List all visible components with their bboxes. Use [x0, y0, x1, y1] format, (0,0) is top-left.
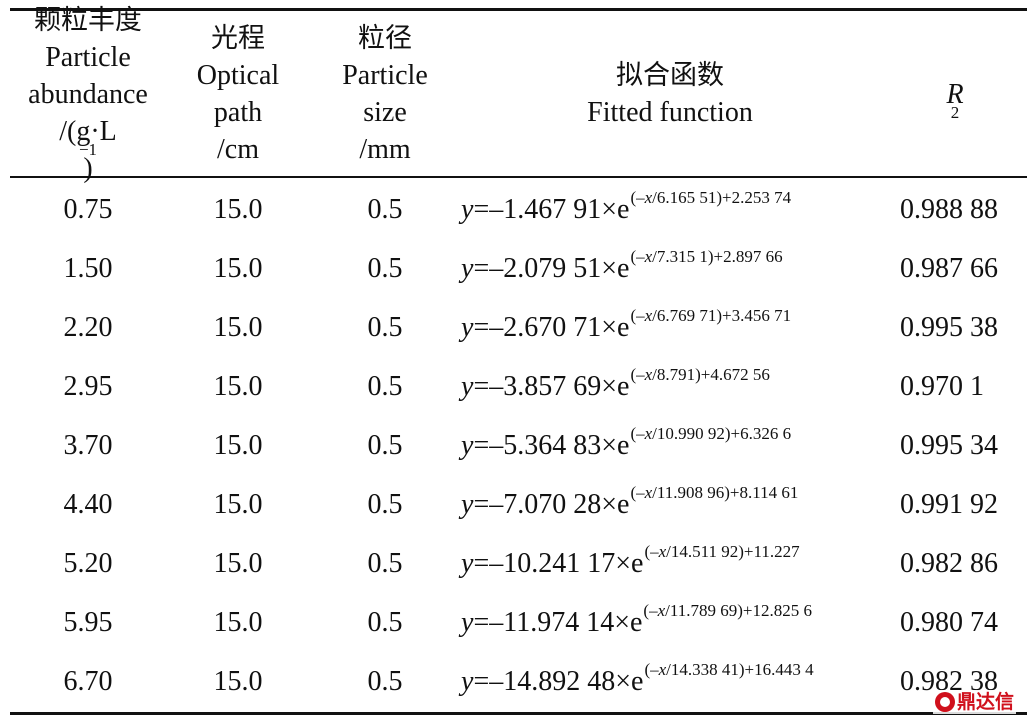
function-exponent: (–x/11.908 96)+8.114 61	[630, 483, 799, 502]
table-header-rule	[10, 176, 1027, 178]
cell-optical-path: 15.0	[213, 371, 263, 402]
function-y: y	[461, 253, 474, 284]
function-coefficient: =–7.070 28×e	[473, 489, 630, 520]
cell-optical-path: 15.0	[213, 194, 263, 225]
cell-r-squared: 0.980 74	[900, 607, 998, 638]
function-exponent: (–x/6.165 51)+2.253 74	[630, 188, 792, 207]
cell-particle-size: 0.5	[367, 489, 403, 520]
table-row: 0.75 15.0 0.5 y=–1.467 91×e(–x/6.165 51)+2.…	[0, 180, 1035, 239]
function-y: y	[461, 371, 474, 402]
function-exponent: (–x/11.789 69)+12.825 6	[643, 601, 812, 620]
cell-optical-path: 15.0	[213, 253, 263, 284]
cell-fitted-function: y=–3.857 69×e(–x/8.791)+4.672 56	[461, 357, 891, 416]
table-row: 4.40 15.0 0.5 y=–7.070 28×e(–x/11.908 96)+8…	[0, 475, 1035, 534]
table-row: 3.70 15.0 0.5 y=–5.364 83×e(–x/10.990 92)+6…	[0, 416, 1035, 475]
abundance-unit: /(g·L −1)	[59, 115, 117, 184]
header-particle-abundance: 颗粒丰度 Particle abundance /(g·L −1)	[8, 5, 168, 184]
table-bottom-rule	[10, 712, 1027, 715]
cell-optical-path: 15.0	[213, 607, 263, 638]
table-row: 5.95 15.0 0.5 y=–11.974 14×e(–x/11.789 69)+…	[0, 593, 1035, 652]
table-top-rule	[10, 8, 1027, 11]
cell-optical-path: 15.0	[213, 312, 263, 343]
function-exponent: (–x/14.511 92)+11.227	[644, 542, 800, 561]
cell-r-squared: 0.988 88	[900, 194, 998, 225]
cell-particle-size: 0.5	[367, 253, 403, 284]
table-row: 6.70 15.0 0.5 y=–14.892 48×e(–x/14.338 41)+…	[0, 652, 1035, 711]
function-y: y	[461, 430, 474, 461]
logo-icon	[935, 692, 955, 712]
function-y: y	[461, 607, 474, 638]
cell-abundance: 6.70	[63, 666, 113, 697]
cell-optical-path: 15.0	[213, 489, 263, 520]
cell-abundance: 0.75	[63, 194, 113, 225]
cell-particle-size: 0.5	[367, 194, 403, 225]
cell-r-squared: 0.970 1	[900, 371, 984, 402]
cell-r-squared: 0.987 66	[900, 253, 998, 284]
cell-fitted-function: y=–1.467 91×e(–x/6.165 51)+2.253 74	[461, 180, 891, 239]
function-exponent: (–x/10.990 92)+6.326 6	[630, 424, 792, 443]
cell-abundance: 5.95	[63, 607, 113, 638]
header-fitted-function: 拟合函数 Fitted function	[587, 60, 753, 128]
function-coefficient: =–14.892 48×e	[473, 666, 644, 697]
cell-fitted-function: y=–11.974 14×e(–x/11.789 69)+12.825 6	[461, 593, 891, 652]
function-coefficient: =–5.364 83×e	[473, 430, 630, 461]
cell-optical-path: 15.0	[213, 666, 263, 697]
cell-particle-size: 0.5	[367, 666, 403, 697]
cell-particle-size: 0.5	[367, 607, 403, 638]
cell-fitted-function: y=–2.079 51×e(–x/7.315 1)+2.897 66	[461, 239, 891, 298]
table-row: 2.95 15.0 0.5 y=–3.857 69×e(–x/8.791)+4.672…	[0, 357, 1035, 416]
function-exponent: (–x/7.315 1)+2.897 66	[630, 247, 783, 266]
cell-r-squared: 0.991 92	[900, 489, 998, 520]
function-y: y	[461, 548, 474, 579]
cell-abundance: 5.20	[63, 548, 113, 579]
cell-particle-size: 0.5	[367, 371, 403, 402]
cell-abundance: 2.20	[63, 312, 113, 343]
cell-optical-path: 15.0	[213, 430, 263, 461]
function-coefficient: =–10.241 17×e	[473, 548, 644, 579]
cell-abundance: 2.95	[63, 371, 113, 402]
cell-abundance: 1.50	[63, 253, 113, 284]
header-optical-path: 光程 Optical path /cm	[196, 23, 280, 165]
header-particle-size: 粒径 Particle size /mm	[342, 23, 428, 165]
cell-r-squared: 0.995 34	[900, 430, 998, 461]
table-row: 1.50 15.0 0.5 y=–2.079 51×e(–x/7.315 1)+2.8…	[0, 239, 1035, 298]
function-coefficient: =–11.974 14×e	[473, 607, 643, 638]
cell-optical-path: 15.0	[213, 548, 263, 579]
cell-r-squared: 0.995 38	[900, 312, 998, 343]
function-y: y	[461, 666, 474, 697]
watermark-logo: 鼎达信	[933, 690, 1017, 714]
cell-fitted-function: y=–14.892 48×e(–x/14.338 41)+16.443 4	[461, 652, 891, 711]
function-coefficient: =–2.079 51×e	[473, 253, 630, 284]
cell-fitted-function: y=–5.364 83×e(–x/10.990 92)+6.326 6	[461, 416, 891, 475]
function-exponent: (–x/6.769 71)+3.456 71	[630, 306, 792, 325]
function-coefficient: =–1.467 91×e	[473, 194, 630, 225]
table-row: 2.20 15.0 0.5 y=–2.670 71×e(–x/6.769 71)+3.…	[0, 298, 1035, 357]
function-coefficient: =–3.857 69×e	[473, 371, 630, 402]
cell-r-squared: 0.982 86	[900, 548, 998, 579]
table-row: 5.20 15.0 0.5 y=–10.241 17×e(–x/14.511 92)+…	[0, 534, 1035, 593]
cell-abundance: 4.40	[63, 489, 113, 520]
function-exponent: (–x/8.791)+4.672 56	[630, 365, 770, 384]
function-coefficient: =–2.670 71×e	[473, 312, 630, 343]
function-exponent: (–x/14.338 41)+16.443 4	[644, 660, 814, 679]
cell-abundance: 3.70	[63, 430, 113, 461]
logo-text: 鼎达信	[957, 691, 1015, 713]
function-y: y	[461, 312, 474, 343]
function-y: y	[461, 194, 474, 225]
cell-fitted-function: y=–10.241 17×e(–x/14.511 92)+11.227	[461, 534, 891, 593]
cell-particle-size: 0.5	[367, 548, 403, 579]
cell-fitted-function: y=–2.670 71×e(–x/6.769 71)+3.456 71	[461, 298, 891, 357]
cell-particle-size: 0.5	[367, 312, 403, 343]
cell-fitted-function: y=–7.070 28×e(–x/11.908 96)+8.114 61	[461, 475, 891, 534]
function-y: y	[461, 489, 474, 520]
cell-particle-size: 0.5	[367, 430, 403, 461]
